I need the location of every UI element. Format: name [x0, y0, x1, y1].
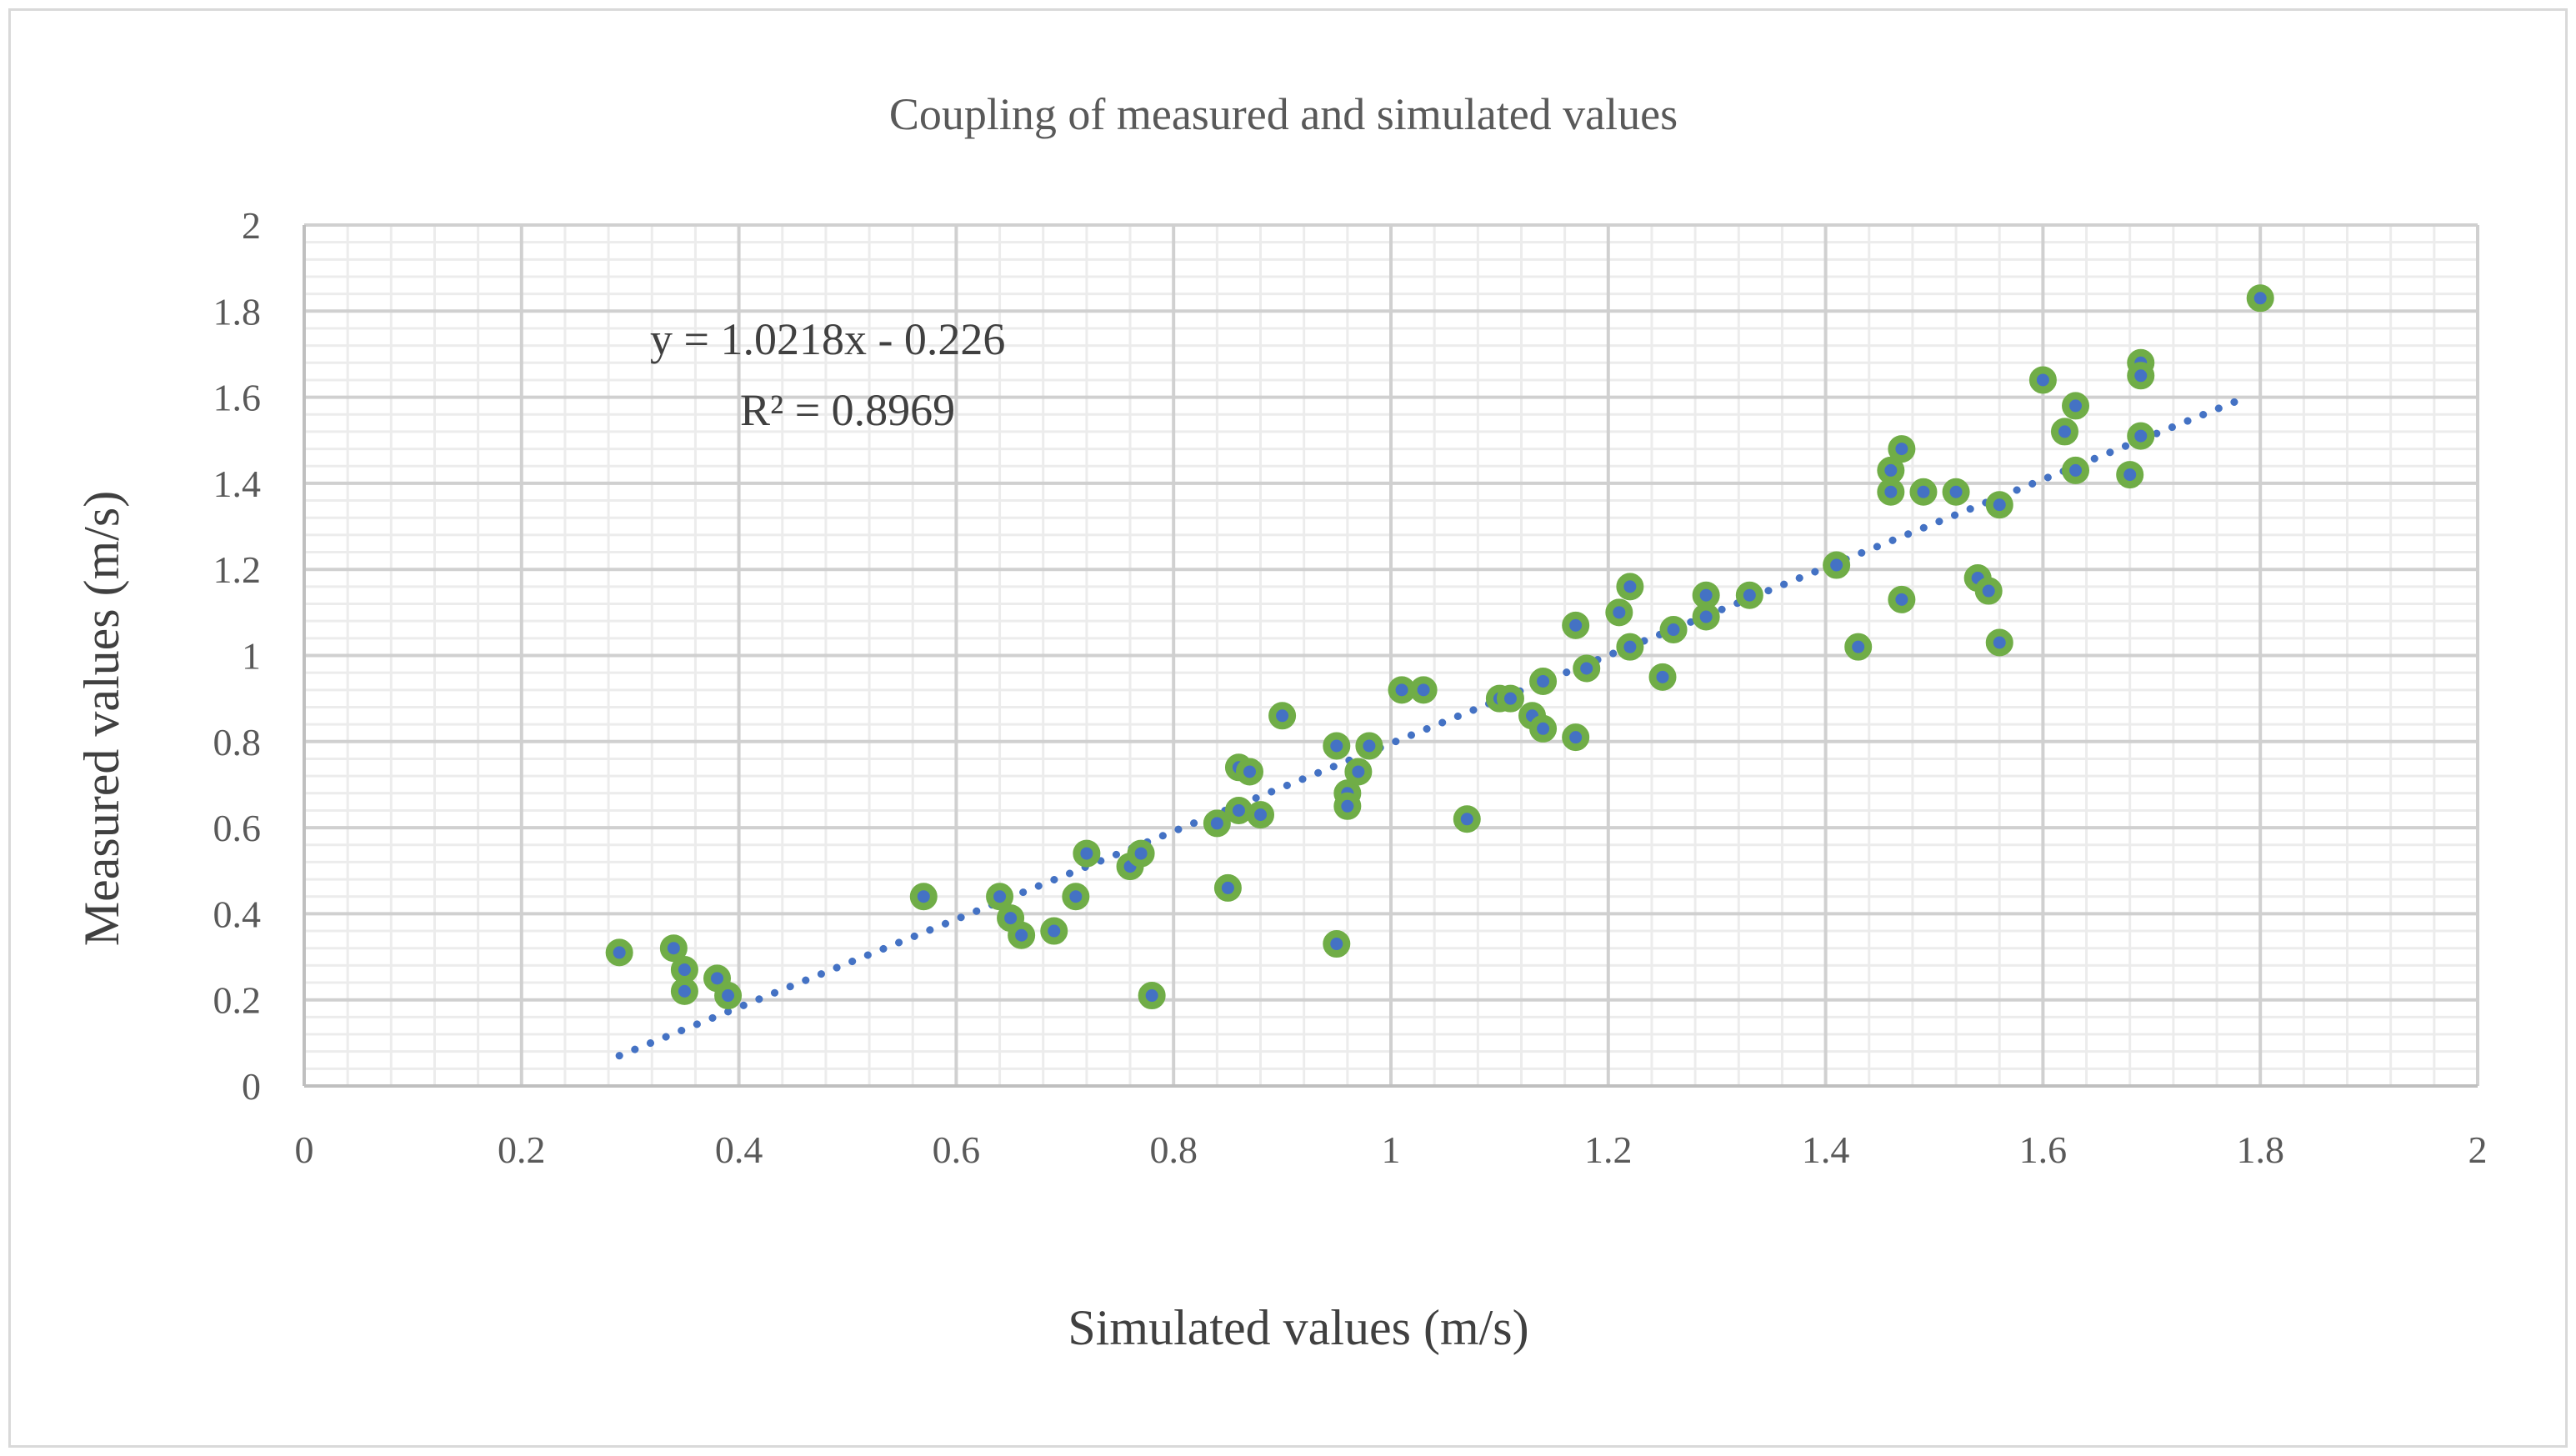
data-point [1203, 809, 1231, 838]
x-tick-label: 1.6 [2019, 1128, 2068, 1171]
y-tick-label: 0.4 [213, 893, 262, 935]
x-tick-label: 0 [295, 1128, 314, 1171]
data-point [2062, 392, 2090, 420]
x-tick-labels: 0 0.2 0.4 0.6 0.8 1 1.2 1.4 1.6 1.8 2 [295, 1128, 2488, 1171]
data-point [1496, 684, 1524, 713]
y-tick-label: 0.2 [213, 979, 262, 1022]
x-tick-label: 1 [1382, 1128, 1401, 1171]
data-point [1616, 633, 1644, 661]
chart-title: Coupling of measured and simulated value… [889, 89, 1678, 139]
data-point [714, 982, 743, 1010]
x-tick-label: 2 [2468, 1128, 2488, 1171]
data-point [1453, 805, 1481, 833]
data-point [1073, 839, 1101, 868]
y-tick-label: 1.2 [213, 548, 262, 591]
data-point [2246, 284, 2274, 313]
data-point [605, 938, 633, 967]
data-point [1692, 603, 1720, 631]
x-axis-title: Simulated values (m/s) [1068, 1300, 1528, 1355]
data-point [2028, 366, 2057, 394]
y-tick-label: 0.8 [213, 721, 262, 763]
data-point [1692, 581, 1720, 609]
axes [303, 225, 2478, 1088]
data-point [1529, 667, 1558, 695]
data-point [2062, 456, 2090, 484]
y-tick-label: 1.4 [213, 463, 262, 505]
data-point [1355, 732, 1383, 760]
r-squared-label: R² = 0.8969 [740, 385, 955, 435]
data-point [1985, 491, 2013, 519]
data-point [1127, 839, 1155, 868]
data-point [1224, 796, 1253, 824]
data-point [2050, 418, 2078, 446]
major-gridlines [303, 223, 2479, 1088]
data-point [1942, 478, 1970, 506]
y-tick-label: 2 [242, 204, 261, 247]
data-point [1333, 792, 1362, 820]
data-point [986, 883, 1014, 911]
y-tick-labels: 0 0.2 0.4 0.6 0.8 1 1.2 1.4 1.6 1.8 2 [213, 204, 262, 1108]
data-point [1040, 917, 1068, 945]
data-point [909, 883, 938, 911]
data-point [1409, 676, 1438, 704]
data-point [1888, 435, 1916, 463]
x-tick-label: 0.4 [715, 1128, 763, 1171]
data-point [1985, 628, 2013, 657]
data-points [605, 284, 2274, 1010]
data-point [1344, 758, 1373, 786]
y-tick-label: 0 [242, 1065, 261, 1108]
data-point [1529, 714, 1558, 743]
x-tick-label: 1.4 [1802, 1128, 1850, 1171]
data-point [1823, 551, 1851, 579]
data-point [1605, 598, 1633, 627]
data-point [1235, 758, 1263, 786]
y-tick-label: 1 [242, 635, 261, 678]
data-point [1844, 633, 1873, 661]
data-point [1213, 873, 1242, 902]
data-point [2127, 362, 2155, 390]
y-tick-label: 1.6 [213, 377, 262, 419]
y-tick-label: 0.6 [213, 807, 262, 849]
data-point [1062, 883, 1090, 911]
data-point [1616, 573, 1644, 601]
x-tick-label: 0.8 [1149, 1128, 1198, 1171]
data-point [1268, 702, 1297, 730]
data-point [1323, 732, 1351, 760]
data-point [1877, 456, 1905, 484]
data-point [1388, 676, 1416, 704]
data-point [1138, 982, 1166, 1010]
data-point [1562, 723, 1590, 752]
data-point [1008, 921, 1036, 949]
data-point [1735, 581, 1763, 609]
data-point [1888, 585, 1916, 613]
data-point [659, 934, 688, 963]
y-tick-label: 1.8 [213, 290, 262, 333]
x-tick-label: 0.2 [498, 1128, 546, 1171]
data-point [2116, 461, 2144, 489]
data-point [1974, 577, 2003, 605]
x-tick-label: 0.6 [933, 1128, 981, 1171]
data-point [1573, 654, 1601, 683]
data-point [1247, 801, 1275, 829]
y-axis-title: Measured values (m/s) [74, 491, 129, 947]
data-point [1877, 478, 1905, 506]
data-point [1648, 663, 1677, 691]
data-point [670, 956, 698, 984]
data-point [1562, 611, 1590, 639]
data-point [2127, 422, 2155, 450]
data-point [1659, 616, 1688, 644]
x-tick-label: 1.8 [2236, 1128, 2284, 1171]
equation-label: y = 1.0218x - 0.226 [650, 314, 1005, 364]
data-point [670, 977, 698, 1005]
data-point [1323, 930, 1351, 958]
x-tick-label: 1.2 [1584, 1128, 1633, 1171]
data-point [1909, 478, 1938, 506]
